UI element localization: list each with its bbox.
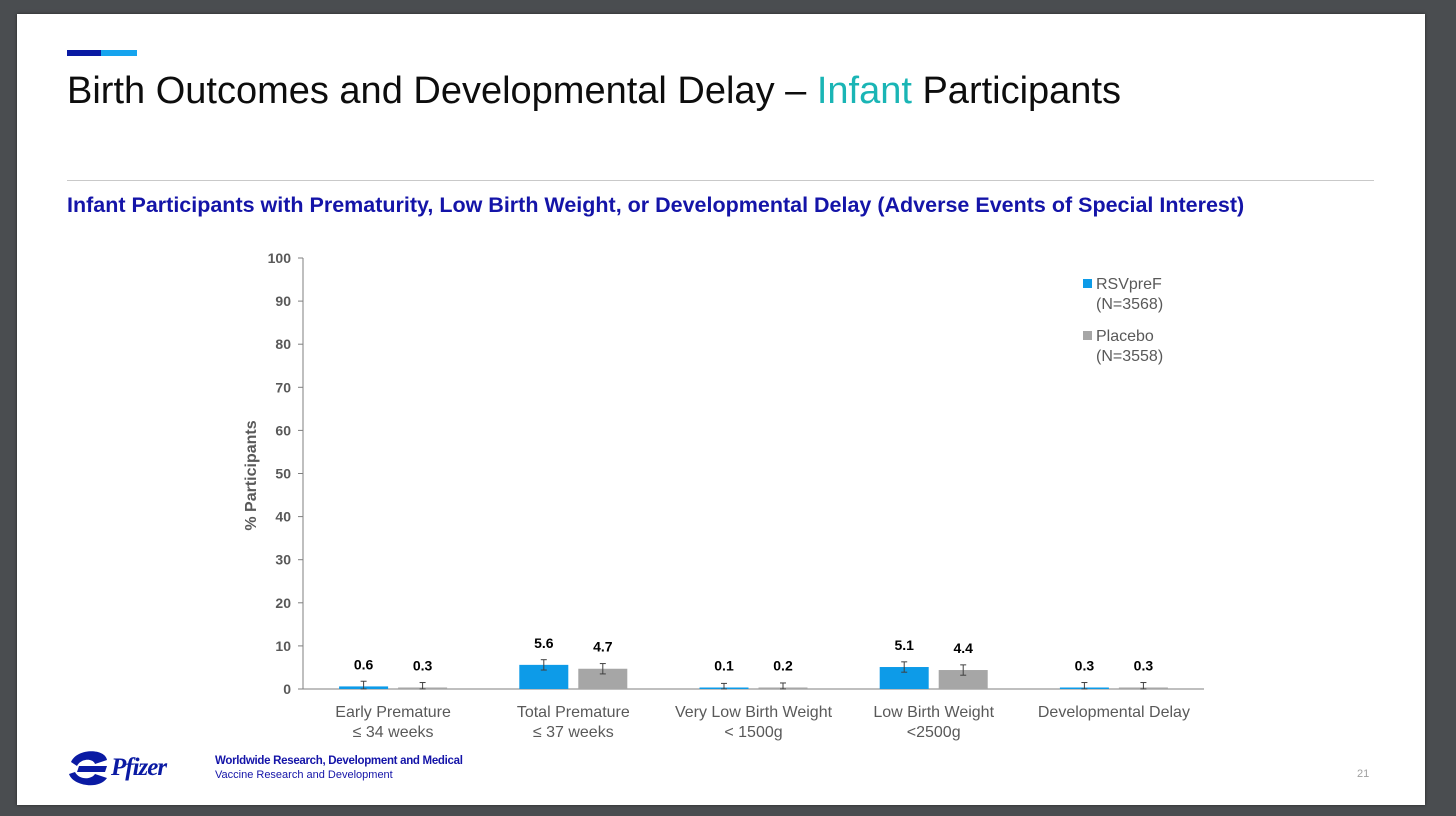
data-label: 0.1 — [714, 658, 734, 674]
data-label: 0.2 — [773, 658, 793, 674]
pfizer-logo-icon — [69, 751, 107, 786]
y-tick-label: 50 — [275, 466, 291, 482]
data-label: 0.3 — [413, 658, 433, 674]
legend-label: (N=3558) — [1096, 348, 1163, 365]
footer-org: Worldwide Research, Development and Medi… — [215, 755, 463, 767]
bar-chart: 0 10 20 30 40 50 60 70 80 90 100 % Participants 0.6 0… — [243, 250, 1204, 741]
y-tick-label: 20 — [275, 595, 291, 611]
footer-dept: Vaccine Research and Development — [215, 769, 393, 781]
x-tick-label: ≤ 37 weeks — [533, 724, 614, 741]
page-title: Birth Outcomes and Developmental Delay –… — [67, 70, 1121, 113]
title-divider — [67, 180, 1374, 181]
pfizer-logo-text: Pfizer — [111, 754, 167, 781]
x-tick-label: Early Premature — [335, 704, 451, 721]
x-tick-label: Total Premature — [517, 704, 630, 721]
data-label: 0.3 — [1134, 658, 1154, 674]
page-number: 21 — [1357, 768, 1370, 780]
title-part: Participants — [911, 70, 1121, 112]
y-tick-label: 80 — [275, 336, 291, 352]
y-axis-title: % Participants — [243, 420, 260, 530]
x-tick-label: Low Birth Weight — [873, 704, 994, 721]
title-accent-bar — [67, 50, 137, 56]
y-tick-label: 90 — [275, 293, 291, 309]
data-label: 5.1 — [894, 637, 914, 653]
data-label: 0.6 — [354, 656, 374, 672]
legend-label: Placebo — [1096, 328, 1154, 345]
data-label: 5.6 — [534, 635, 554, 651]
data-label: 4.7 — [593, 639, 613, 655]
slide: Birth Outcomes and Developmental Delay –… — [17, 14, 1425, 805]
y-tick-label: 70 — [275, 379, 291, 395]
bar — [578, 668, 628, 689]
x-tick-label: Developmental Delay — [1038, 704, 1190, 721]
legend-label: (N=3568) — [1096, 296, 1163, 313]
y-tick-label: 40 — [275, 509, 291, 525]
y-tick-label: 100 — [268, 250, 292, 266]
x-tick-label: ≤ 34 weeks — [353, 724, 434, 741]
y-tick-label: 0 — [283, 681, 291, 697]
y-tick-label: 10 — [275, 638, 291, 654]
y-tick-label: 60 — [275, 422, 291, 438]
x-tick-label: < 1500g — [724, 724, 782, 741]
bar — [879, 667, 929, 689]
y-tick-label: 30 — [275, 552, 291, 568]
legend-swatch — [1083, 279, 1092, 288]
data-label: 0.3 — [1075, 658, 1095, 674]
legend-swatch — [1083, 331, 1092, 340]
x-tick-label: Very Low Birth Weight — [675, 704, 833, 721]
legend-label: RSVpreF — [1096, 276, 1162, 293]
title-highlight: Infant — [816, 70, 912, 112]
x-tick-label: <2500g — [907, 724, 961, 741]
bar — [938, 670, 988, 689]
title-part: Birth Outcomes and Developmental Delay – — [67, 70, 817, 112]
data-label: 4.4 — [953, 640, 973, 656]
chart-subtitle: Infant Participants with Prematurity, Lo… — [67, 193, 1245, 217]
